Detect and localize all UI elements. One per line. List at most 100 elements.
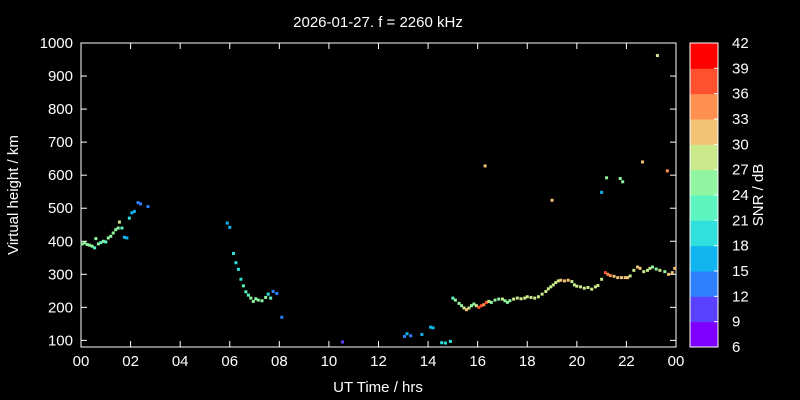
data-point [420, 332, 424, 336]
data-point [239, 277, 243, 281]
data-point [269, 296, 273, 300]
data-points [80, 54, 677, 345]
data-point [626, 276, 630, 280]
data-point [606, 272, 610, 276]
data-point [249, 296, 253, 300]
data-point [234, 261, 238, 265]
data-point [667, 272, 671, 276]
data-point [603, 271, 607, 275]
colorbar-tick-label: 39 [732, 60, 749, 77]
data-point [529, 295, 533, 299]
data-point [99, 241, 103, 245]
data-point [429, 325, 433, 329]
data-point [600, 277, 604, 281]
colorbar-segment [690, 271, 718, 297]
x-tick-label: 04 [172, 353, 189, 370]
data-point [260, 299, 264, 303]
data-point [621, 180, 625, 184]
data-point [474, 304, 478, 308]
data-point [101, 239, 105, 243]
data-point [280, 315, 284, 319]
colorbar-label: SNR / dB [750, 164, 767, 227]
data-point [405, 332, 409, 336]
data-point [130, 211, 134, 215]
data-point [505, 300, 509, 304]
data-point [515, 296, 519, 300]
colorbar-tick-label: 15 [732, 263, 749, 280]
data-point [467, 306, 471, 310]
data-point [500, 297, 504, 301]
data-point [457, 301, 461, 305]
data-point [443, 341, 447, 345]
data-point [106, 236, 110, 240]
data-point [462, 306, 466, 310]
x-tick-label: 00 [668, 353, 685, 370]
data-point [231, 251, 235, 255]
data-point [244, 290, 248, 294]
colorbar-segment [690, 119, 718, 145]
colorbar-tick-label: 24 [732, 187, 749, 204]
data-point [94, 237, 98, 241]
data-point [612, 274, 616, 278]
data-point [540, 292, 544, 296]
data-point [246, 293, 250, 297]
data-point [608, 274, 612, 278]
colorbar-tick-label: 6 [732, 339, 740, 356]
data-point [648, 266, 652, 270]
colorbar-segment [690, 169, 718, 196]
data-point [111, 231, 115, 235]
x-axis: 00 02 04 06 08 10 12 14 16 18 20 22 00 [73, 43, 685, 370]
data-point [90, 244, 94, 248]
data-point [562, 279, 566, 283]
data-point [623, 276, 627, 280]
data-point [440, 341, 444, 345]
x-tick-label: 16 [469, 353, 486, 370]
data-point [80, 242, 84, 246]
data-point [616, 276, 620, 280]
data-point [251, 299, 255, 303]
data-point [605, 176, 609, 180]
data-point [493, 298, 497, 302]
data-point [497, 297, 501, 301]
colorbar-tick-label: 18 [732, 238, 749, 255]
x-tick-label: 12 [370, 353, 387, 370]
data-point [673, 266, 677, 270]
data-point [264, 295, 268, 299]
data-point [650, 265, 654, 269]
data-point [484, 300, 488, 304]
colorbar-segment [690, 43, 718, 69]
x-tick-label: 18 [519, 353, 536, 370]
data-point [546, 287, 550, 291]
colorbar-tick-label: 27 [732, 162, 749, 179]
data-point [139, 202, 142, 206]
data-point [116, 226, 120, 230]
data-point [271, 289, 275, 293]
data-point [600, 190, 604, 194]
x-tick-label: 22 [618, 353, 635, 370]
data-point [533, 296, 537, 300]
data-point [593, 285, 597, 289]
data-point [254, 297, 258, 301]
data-point [619, 276, 623, 280]
y-tick-label: 100 [48, 332, 73, 349]
data-point [570, 280, 574, 284]
data-point [523, 296, 527, 300]
data-point [479, 304, 483, 308]
plot-area [80, 42, 677, 348]
data-point [636, 265, 640, 269]
data-point [125, 236, 129, 240]
chart-title: 2026-01-27. f = 2260 kHz [293, 14, 463, 31]
data-point [655, 54, 659, 58]
x-tick-label: 14 [420, 353, 437, 370]
y-tick-label: 900 [48, 68, 73, 85]
data-point [127, 216, 131, 220]
data-point [566, 278, 570, 282]
data-point [409, 334, 413, 338]
colorbar: 6 9 12 15 18 21 24 27 30 33 36 39 42 [689, 35, 749, 356]
data-point [114, 228, 118, 232]
data-point [551, 283, 555, 287]
data-point [266, 292, 270, 296]
data-point [117, 220, 121, 224]
data-point [665, 169, 669, 173]
data-point [503, 299, 507, 303]
